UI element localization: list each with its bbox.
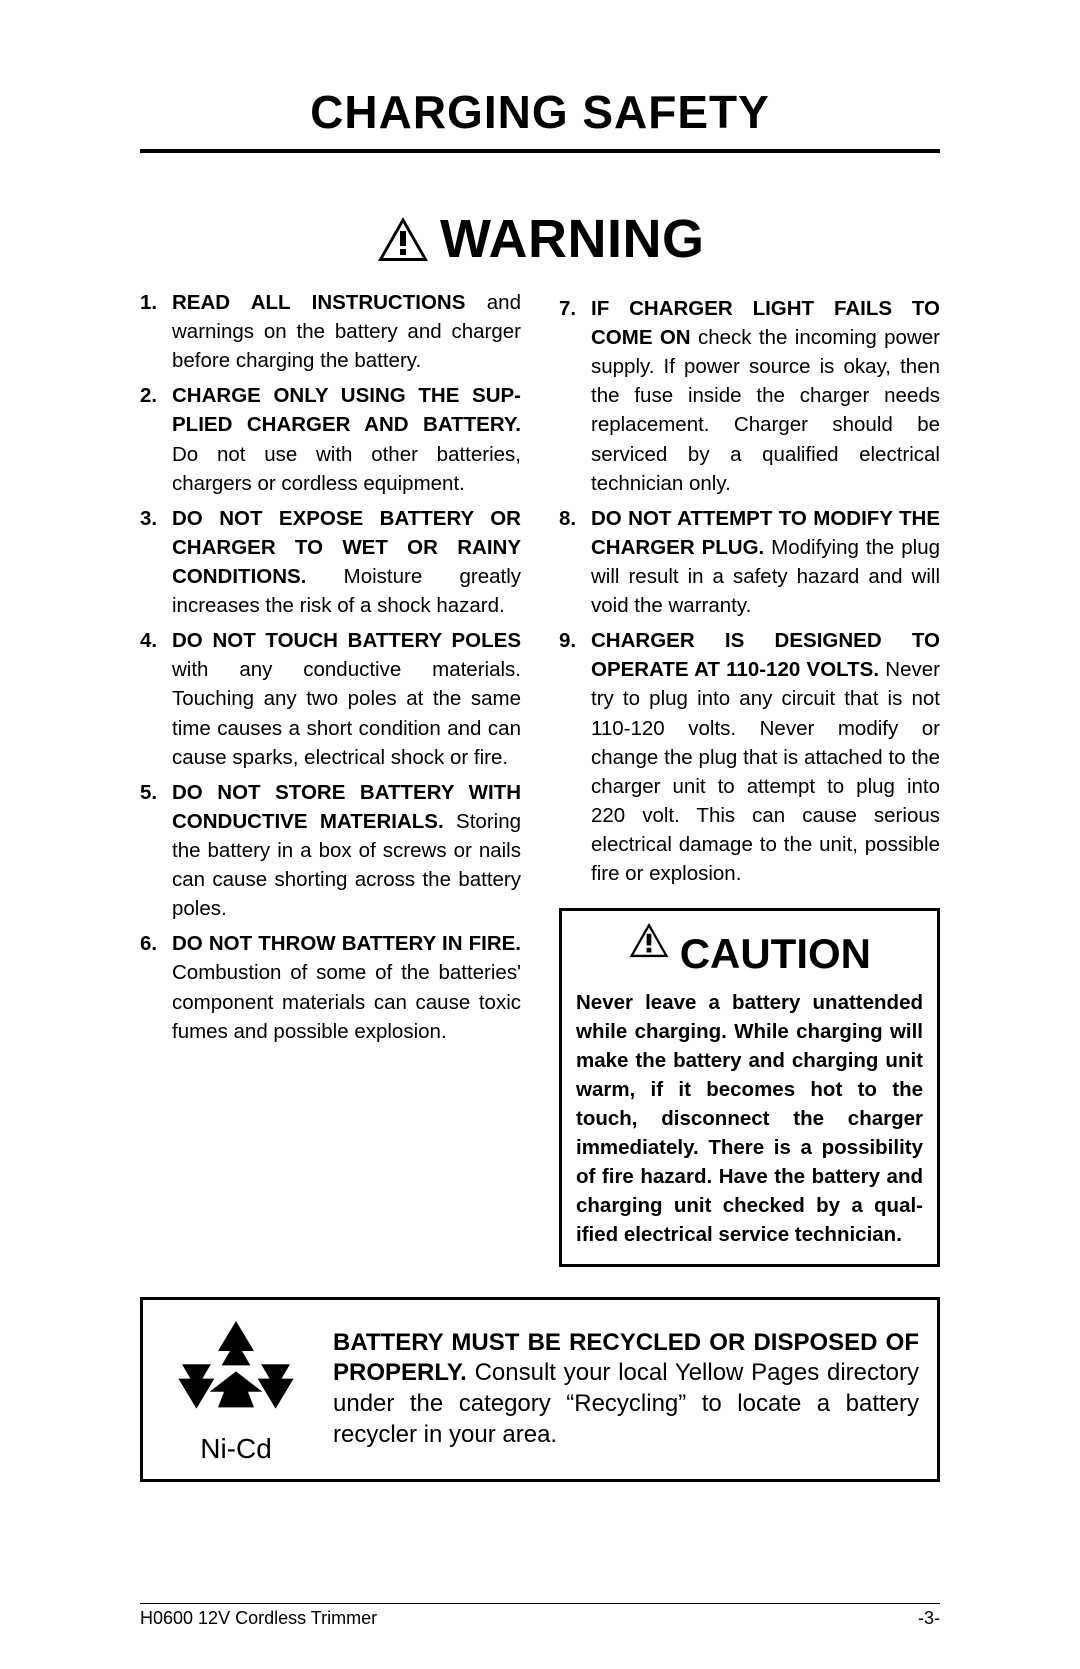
warning-triangle-icon: [376, 215, 430, 263]
warning-header: WARNING: [140, 208, 940, 270]
list-item: 1.READ ALL INSTRUCTIONS and warnings on …: [140, 288, 521, 375]
right-column: 7.IF CHARGER LIGHT FAILS TO COME ON chec…: [559, 288, 940, 1267]
page-title: CHARGING SAFETY: [140, 85, 940, 153]
list-item: 7.IF CHARGER LIGHT FAILS TO COME ON chec…: [559, 294, 940, 498]
list-item: 8.DO NOT ATTEMPT TO MODIFY THE CHARGER P…: [559, 504, 940, 620]
footer-page-number: -3-: [918, 1608, 940, 1629]
recycle-icon-block: Ni-Cd: [161, 1314, 311, 1465]
caution-label: CAUTION: [680, 924, 871, 984]
list-item: 4.DO NOT TOUCH BATTERY POLES with any co…: [140, 626, 521, 772]
list-item: 5.DO NOT STORE BATTERY WITH CONDUCTIVE M…: [140, 778, 521, 924]
caution-triangle-icon: [628, 921, 670, 959]
warning-label: WARNING: [440, 208, 704, 270]
recycle-text: BATTERY MUST BE RECYCLED OR DISPOSED OF …: [333, 1328, 919, 1451]
caution-header: CAUTION: [576, 921, 923, 983]
caution-box: CAUTION Never leave a battery unattend­e…: [559, 908, 940, 1266]
list-item: 3.DO NOT EXPOSE BATTERY OR CHARGER TO WE…: [140, 504, 521, 620]
page: CHARGING SAFETY WARNING 1.READ ALL INSTR…: [0, 0, 1080, 1669]
recycle-box: Ni-Cd BATTERY MUST BE RECYCLED OR DISPOS…: [140, 1297, 940, 1482]
list-item: 9.CHARGER IS DESIGNED TO OPERATE AT 110-…: [559, 626, 940, 888]
caution-body: Never leave a battery unattend­ed while …: [576, 988, 923, 1250]
nicd-label: Ni-Cd: [161, 1433, 311, 1465]
page-footer: H0600 12V Cordless Trimmer -3-: [140, 1603, 940, 1629]
footer-product: H0600 12V Cordless Trimmer: [140, 1608, 377, 1629]
recycle-icon: [176, 1314, 296, 1424]
list-item: 2.CHARGE ONLY USING THE SUP­PLIED CHARGE…: [140, 381, 521, 497]
list-item: 6.DO NOT THROW BATTERY IN FIRE. Combusti…: [140, 929, 521, 1045]
content-columns: 1.READ ALL INSTRUCTIONS and warnings on …: [140, 288, 940, 1267]
left-column: 1.READ ALL INSTRUCTIONS and warnings on …: [140, 288, 521, 1267]
